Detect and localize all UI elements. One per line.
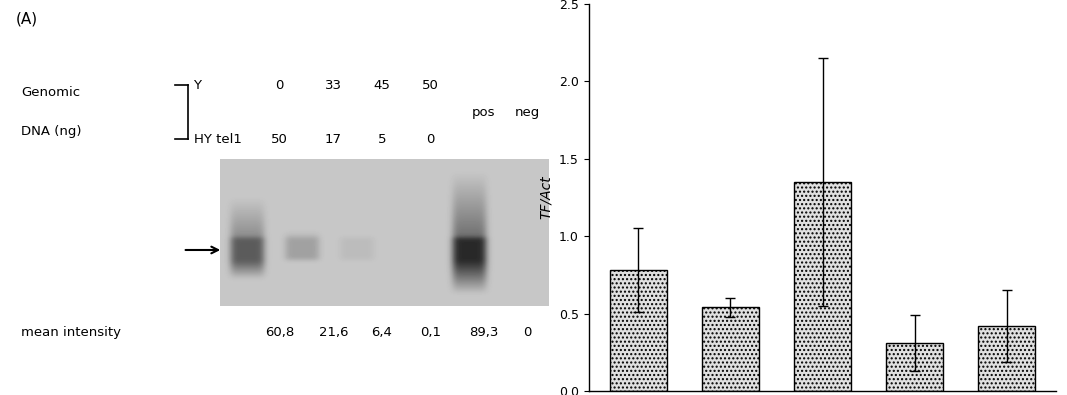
Text: pos: pos (473, 106, 496, 119)
Text: DNA (ng): DNA (ng) (21, 125, 82, 138)
Text: 89,3: 89,3 (469, 327, 498, 339)
Text: HY tel1: HY tel1 (193, 133, 241, 146)
Text: 0: 0 (275, 79, 284, 92)
Text: 6,4: 6,4 (371, 327, 393, 339)
Text: 0: 0 (426, 133, 434, 146)
Text: 33: 33 (324, 79, 341, 92)
Text: 50: 50 (271, 133, 288, 146)
Text: 21,6: 21,6 (319, 327, 348, 339)
Bar (702, 307, 759, 391)
Text: 50: 50 (421, 79, 439, 92)
Text: neg: neg (514, 106, 540, 119)
Text: 17: 17 (324, 133, 341, 146)
Text: 60,8: 60,8 (265, 327, 294, 339)
Text: 45: 45 (373, 79, 391, 92)
Y-axis label: TF/Act: TF/Act (540, 176, 554, 219)
Text: 0: 0 (523, 327, 531, 339)
Text: 5: 5 (378, 133, 386, 146)
Bar (886, 343, 943, 391)
Bar (610, 270, 667, 391)
Text: Genomic: Genomic (21, 87, 80, 100)
Bar (978, 326, 1035, 391)
Text: Y: Y (193, 79, 202, 92)
Bar (794, 182, 851, 391)
Text: 0,1: 0,1 (419, 327, 441, 339)
Text: (A): (A) (16, 12, 38, 27)
Text: mean intensity: mean intensity (21, 327, 122, 339)
